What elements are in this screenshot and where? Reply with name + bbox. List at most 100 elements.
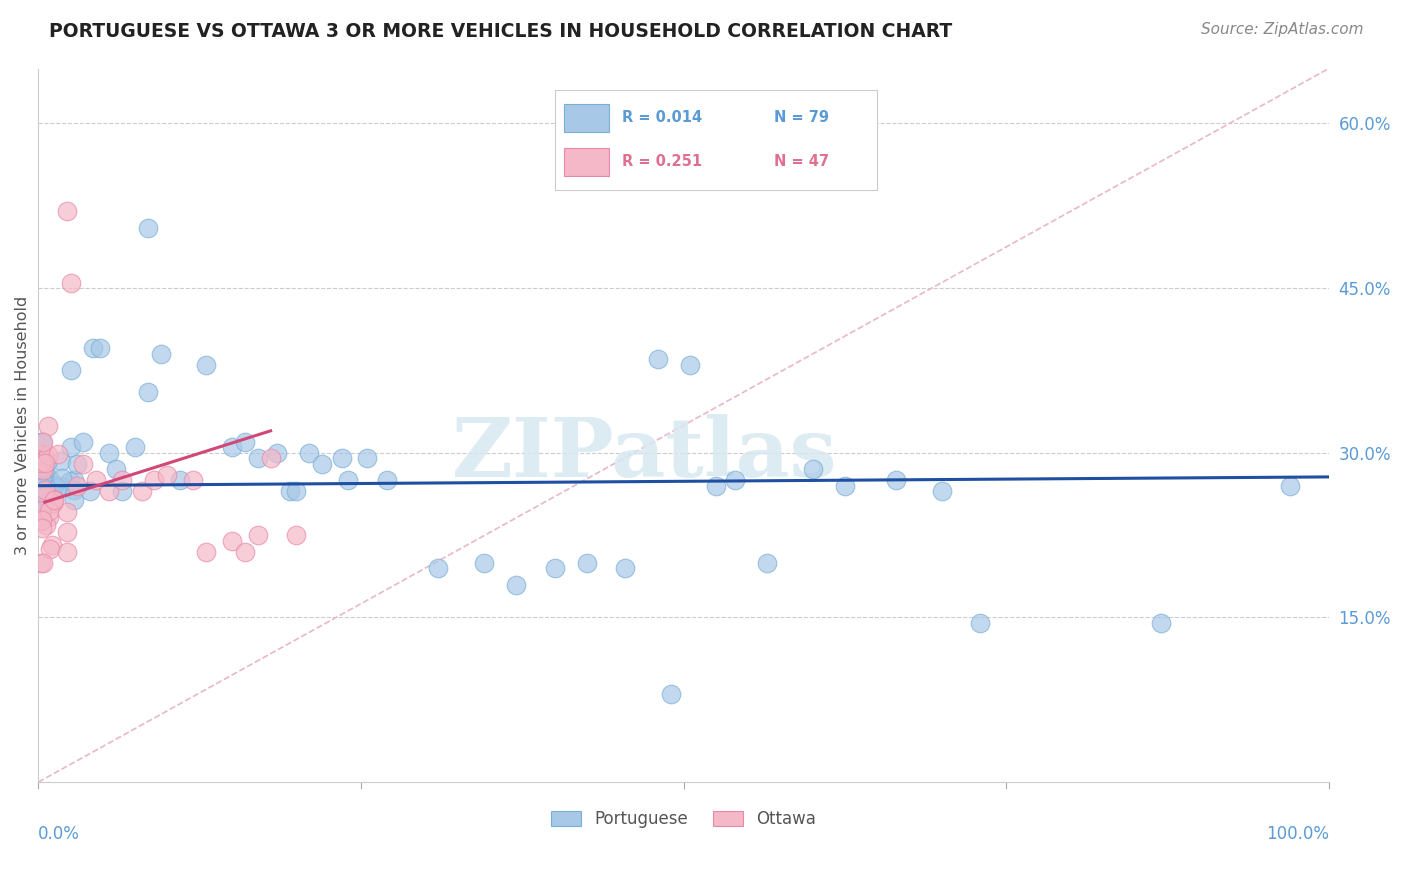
Point [32,501,55,516]
Point [111,473,134,487]
Point [704,479,727,493]
Point [1150,615,1173,630]
Point [30,556,52,570]
Point [30,504,52,518]
Point [472,556,495,570]
Point [55,545,77,559]
Point [31,475,53,489]
Point [82,342,104,356]
Point [31,469,53,483]
Point [35,517,58,532]
Text: ZIPatlas: ZIPatlas [453,414,838,494]
Point [46,447,69,461]
Text: 0.0%: 0.0% [38,825,80,843]
Point [55,525,77,540]
Point [31,511,53,525]
Point [285,484,308,499]
Point [221,533,243,548]
Point [30,456,52,470]
Point [679,358,702,372]
Point [266,446,288,460]
Point [427,561,450,575]
Point [575,556,598,570]
Point [37,419,59,434]
Point [44,491,66,506]
Point [136,220,159,235]
Point [37,456,59,470]
Point [195,544,218,558]
Point [42,496,65,510]
Point [37,448,59,462]
Point [31,513,53,527]
Point [55,505,77,519]
Point [31,434,53,449]
Point [31,472,53,486]
Point [32,493,55,508]
Point [285,528,308,542]
Point [31,491,53,506]
Point [34,456,56,470]
Point [31,434,53,449]
Point [42,479,65,493]
Point [66,479,89,493]
Point [79,484,101,499]
Point [55,204,77,219]
Point [49,454,72,468]
Point [31,521,53,535]
Point [931,484,953,499]
Point [278,484,301,499]
Point [32,435,55,450]
Point [31,480,53,494]
Point [801,462,824,476]
Point [356,451,378,466]
Point [63,493,86,508]
Point [41,538,63,552]
Point [59,474,82,488]
Point [136,385,159,400]
Point [131,484,153,499]
Point [181,473,204,487]
Point [31,488,53,502]
Point [169,473,191,487]
Point [98,446,121,460]
Point [614,561,637,575]
Point [505,577,527,591]
Point [104,462,127,476]
Text: 100.0%: 100.0% [1265,825,1329,843]
Point [32,449,55,463]
Point [30,510,52,524]
Point [31,556,53,570]
Point [34,453,56,467]
Point [834,479,856,493]
Point [38,486,60,500]
Point [156,467,179,482]
Point [337,473,360,487]
Point [86,473,108,487]
Point [31,474,53,488]
Point [32,459,55,474]
Point [259,451,281,466]
Point [233,544,256,558]
Point [42,477,65,491]
Point [41,488,63,502]
Point [246,528,269,542]
Point [41,489,63,503]
Point [31,463,53,477]
Y-axis label: 3 or more Vehicles in Household: 3 or more Vehicles in Household [15,295,30,555]
Point [63,474,86,488]
Point [38,541,60,556]
Point [724,473,747,487]
Point [375,473,398,487]
Point [233,434,256,449]
Point [246,451,269,466]
Point [221,440,243,454]
Point [98,484,121,499]
Point [32,464,55,478]
Legend: Portuguese, Ottawa: Portuguese, Ottawa [544,803,823,834]
Point [543,561,565,575]
Point [298,446,321,460]
Point [969,615,991,630]
Point [143,473,166,487]
Point [149,347,172,361]
Point [48,479,70,493]
